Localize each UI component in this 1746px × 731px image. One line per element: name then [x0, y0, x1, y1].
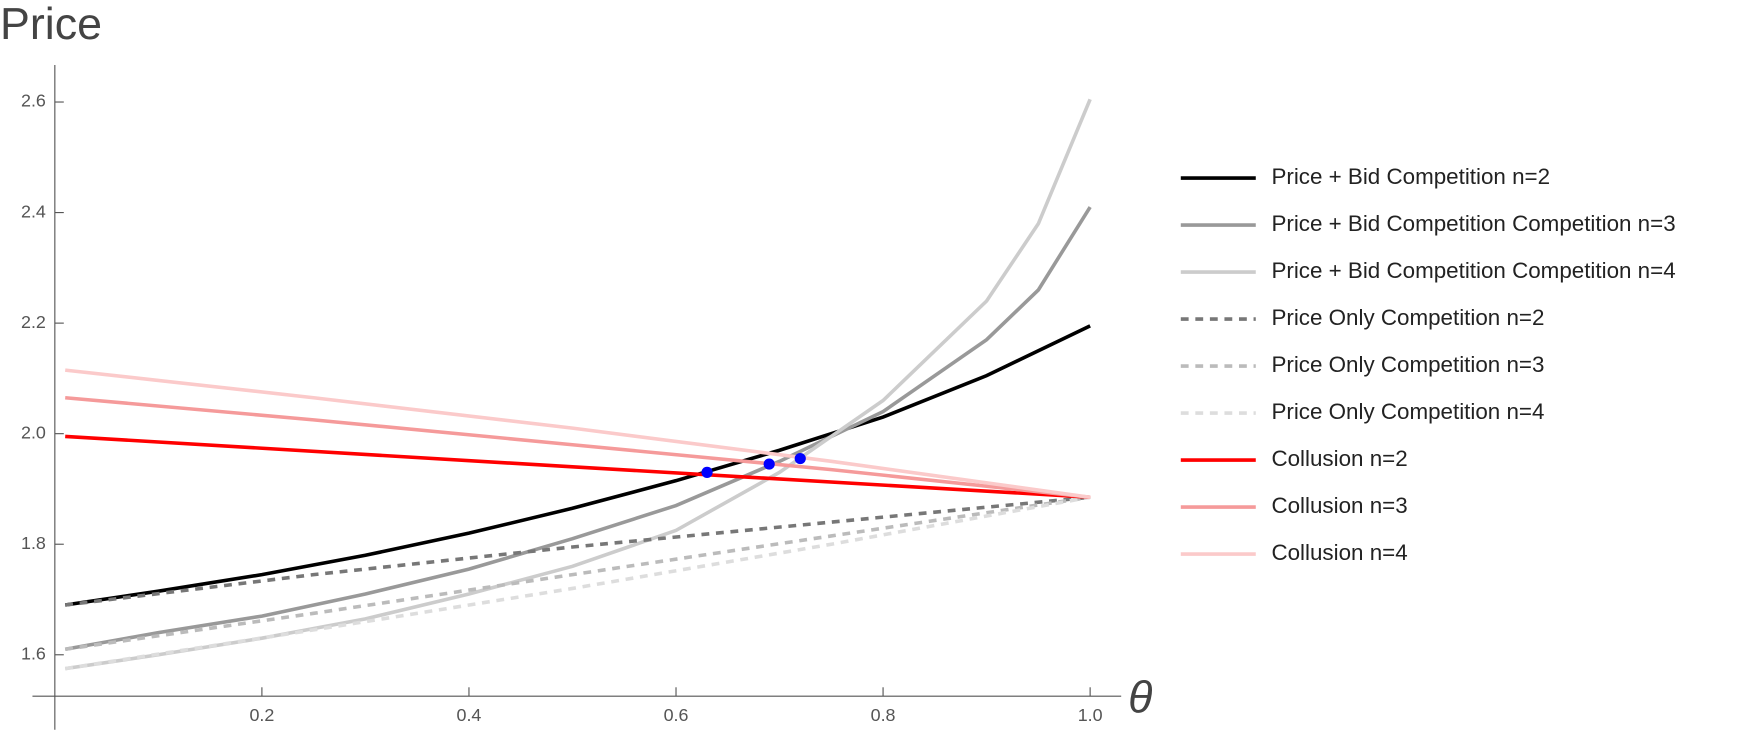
intersection-point	[701, 466, 713, 478]
x-tick-label: 0.4	[457, 705, 482, 725]
intersection-point	[763, 458, 775, 470]
x-tick-label: 0.8	[871, 705, 896, 725]
series-line	[65, 395, 1091, 500]
y-axis-label: Price	[0, 0, 102, 49]
series-line	[64, 324, 1091, 607]
intersection-point	[794, 452, 806, 465]
legend-label: Price + Bid Competition Competition n=3	[1271, 211, 1675, 236]
series-line	[64, 368, 1091, 500]
legend-label: Collusion n=4	[1271, 540, 1407, 565]
legend-label: Price Only Competition n=3	[1271, 352, 1544, 377]
y-tick-label: 2.0	[21, 422, 46, 442]
x-tick-label: 0.2	[249, 705, 274, 725]
series-line	[65, 434, 1091, 500]
legend-label: Collusion n=3	[1271, 493, 1407, 518]
series-line	[64, 206, 1092, 652]
series-line	[64, 495, 1091, 671]
x-tick-label: 1.0	[1078, 705, 1103, 725]
legend-label: Price + Bid Competition n=2	[1271, 164, 1550, 189]
y-tick-label: 2.6	[21, 91, 46, 111]
series-line	[64, 495, 1091, 652]
series-line	[64, 495, 1091, 607]
x-axis-label: θ	[1128, 673, 1152, 723]
legend-label: Price Only Competition n=2	[1271, 305, 1544, 330]
legend-label: Collusion n=2	[1271, 446, 1407, 471]
y-tick-label: 2.4	[21, 201, 46, 221]
y-tick-label: 2.2	[21, 312, 46, 332]
y-tick-label: 1.8	[21, 533, 46, 553]
legend-label: Price Only Competition n=4	[1271, 399, 1544, 424]
legend-label: Price + Bid Competition Competition n=4	[1271, 258, 1675, 283]
x-tick-label: 0.6	[664, 705, 689, 725]
y-tick-label: 1.6	[21, 644, 46, 664]
